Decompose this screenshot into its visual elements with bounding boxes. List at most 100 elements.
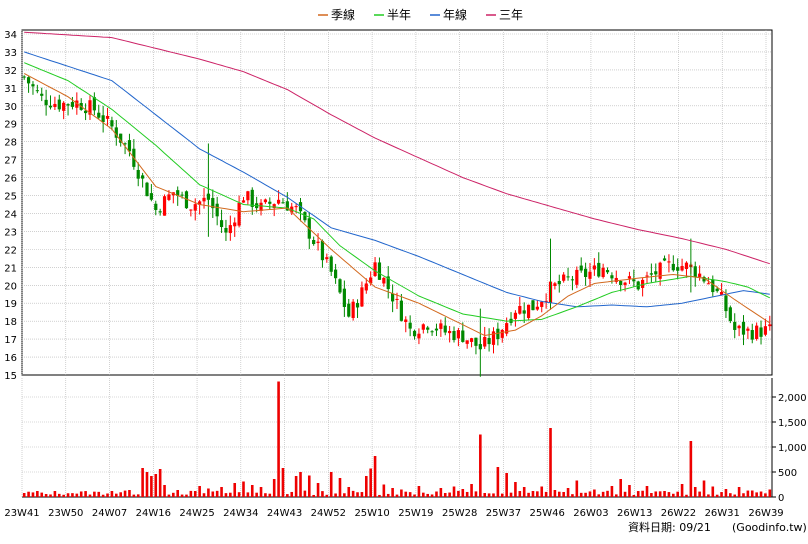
volume-bar	[606, 490, 609, 497]
candle-body	[219, 220, 224, 228]
ma-3year-line	[24, 31, 770, 265]
candle-body	[333, 269, 338, 279]
candle-body	[303, 212, 307, 221]
volume-tick-label: 1,500	[778, 418, 807, 429]
volume-bar	[693, 487, 697, 497]
candle-body	[658, 262, 662, 279]
price-tick-label: 28	[4, 138, 17, 149]
candle-body	[114, 127, 118, 138]
candle-body	[614, 277, 618, 282]
candle-body	[412, 330, 417, 337]
candle-body	[101, 115, 105, 123]
volume-bar	[395, 494, 399, 497]
volume-bar	[483, 493, 487, 497]
candle-body	[176, 190, 180, 196]
volume-bar	[487, 493, 491, 497]
volume-bar	[224, 493, 228, 497]
candle-body	[259, 202, 263, 211]
candle-body	[127, 140, 132, 152]
candle-body	[338, 279, 342, 293]
candle-body	[540, 301, 544, 307]
candle-body	[597, 262, 601, 277]
candle-body	[75, 100, 79, 108]
volume-bar	[663, 491, 666, 497]
volume-bar	[733, 494, 737, 497]
price-tick-label: 20	[4, 281, 17, 292]
volume-bar	[601, 491, 605, 497]
volume-bar	[202, 493, 206, 497]
candle-body	[97, 112, 101, 118]
volume-bar	[145, 472, 149, 497]
volume-bar	[729, 493, 732, 497]
volume-tick-label: 2,000	[778, 393, 807, 404]
volume-bar	[417, 486, 421, 497]
volume-bar	[518, 491, 522, 497]
candle-body	[592, 265, 596, 270]
legend-item: 季線	[331, 7, 355, 22]
volume-bar	[452, 486, 456, 497]
volume-bar	[281, 468, 285, 497]
x-tick-label: 23W50	[48, 508, 83, 519]
price-tick-label: 18	[4, 317, 17, 328]
x-tick-label: 26W31	[705, 508, 740, 519]
candle-body	[562, 274, 566, 281]
volume-bar	[553, 490, 557, 497]
volume-bar	[439, 488, 443, 497]
candle-body	[566, 276, 570, 278]
volume-bar	[764, 493, 767, 497]
volume-bar	[229, 492, 232, 497]
candle-body	[404, 319, 408, 323]
ma-year-line	[24, 51, 770, 308]
volume-bar	[158, 469, 162, 497]
volume-bar	[176, 490, 180, 497]
volume-bar	[250, 485, 254, 497]
volume-bar	[71, 493, 74, 497]
candle-body	[526, 304, 531, 319]
candle-body	[241, 200, 246, 203]
volume-bar	[237, 492, 241, 497]
volume-bar	[360, 492, 364, 497]
candle-body	[763, 326, 768, 335]
candle-body	[399, 300, 403, 321]
volume-bar	[347, 487, 351, 497]
volume-bar	[461, 489, 465, 497]
candle-body	[62, 102, 66, 111]
candle-body	[632, 279, 636, 282]
candle-body	[641, 279, 645, 288]
candle-body	[531, 300, 535, 311]
volume-bar	[154, 474, 158, 497]
candle-body	[715, 288, 719, 292]
candle-body	[316, 241, 320, 243]
volume-bar	[27, 491, 30, 497]
volume-bar	[299, 472, 302, 497]
volume-bar	[426, 493, 430, 497]
volume-bar	[75, 493, 79, 497]
volume-bar	[400, 489, 403, 497]
candle-body	[149, 193, 153, 200]
volume-bar	[680, 484, 684, 497]
price-tick-label: 27	[4, 156, 17, 167]
candle-body	[377, 262, 382, 280]
price-tick-label: 16	[4, 353, 17, 364]
candle-body	[320, 240, 325, 261]
candle-body	[553, 283, 557, 286]
candle-body	[601, 267, 605, 278]
source-label: (Goodinfo.tw)	[732, 521, 807, 534]
candle-body	[92, 97, 96, 111]
candle-body	[268, 201, 272, 204]
candle-body	[421, 324, 425, 330]
volume-bar	[106, 493, 109, 497]
candle-body	[228, 225, 232, 234]
x-tick-label: 24W16	[136, 508, 171, 519]
candle-body	[465, 340, 469, 344]
volume-bar	[31, 492, 35, 497]
x-tick-label: 24W25	[179, 508, 214, 519]
candle-body	[557, 280, 561, 285]
candle-body	[237, 202, 241, 226]
price-tick-label: 34	[4, 30, 17, 41]
candle-body	[351, 301, 355, 318]
x-tick-label: 24W43	[267, 508, 302, 519]
candle-body	[676, 267, 680, 271]
